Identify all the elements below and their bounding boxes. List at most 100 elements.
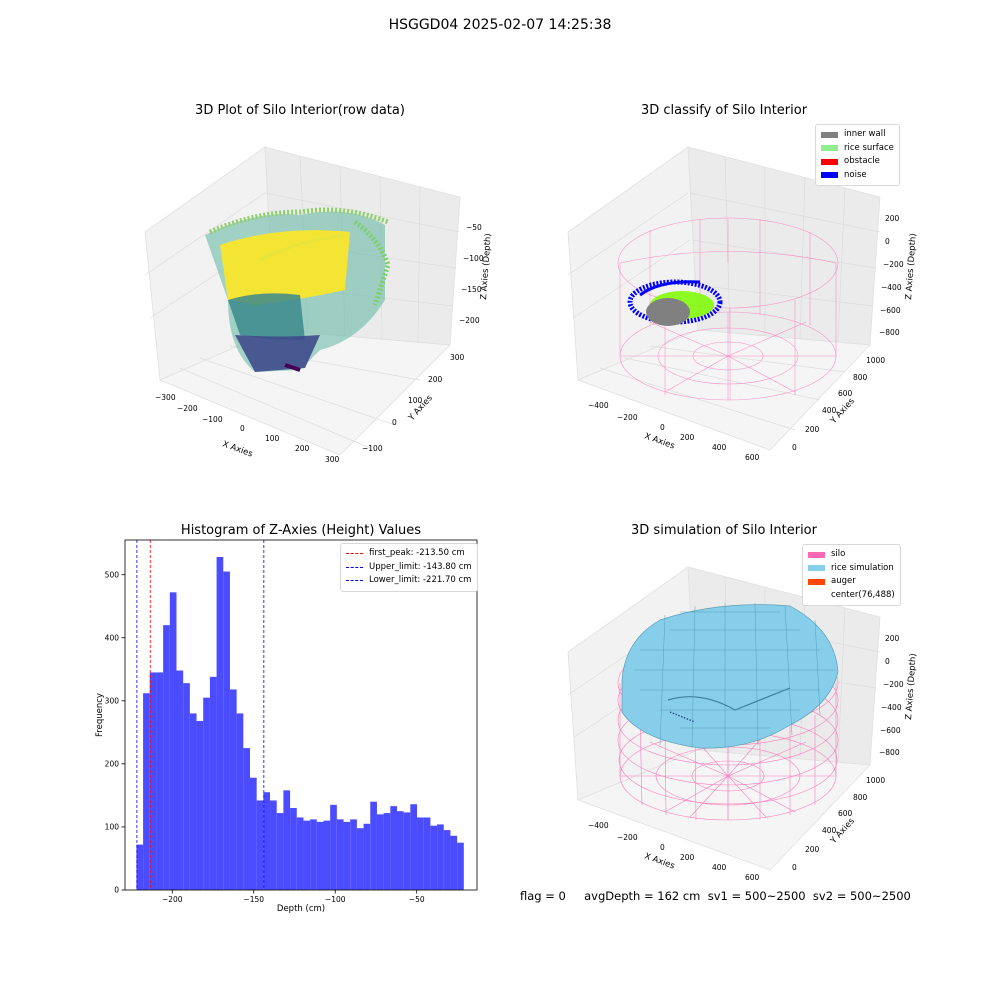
- classify-x-tick-label: −200: [617, 413, 638, 422]
- histogram-bar: [236, 713, 244, 890]
- obstacle-swatch: [821, 158, 838, 165]
- histogram-bar: [203, 697, 210, 890]
- legend-entry-upper-limit: Upper_limit: -143.80 cm: [346, 561, 472, 575]
- raw-x-tick-label: −200: [177, 404, 198, 413]
- histogram-bar: [363, 823, 371, 890]
- histogram-bar: [243, 748, 250, 890]
- raw-z-tick-label: −50: [466, 223, 482, 232]
- legend-label: noise: [844, 169, 867, 180]
- raw-y-tick-label: 100: [408, 396, 423, 405]
- classify-z-tick-label: −600: [880, 306, 901, 315]
- histogram-bar: [256, 800, 264, 890]
- histogram-bar: [249, 777, 257, 890]
- legend-label: rice surface: [844, 142, 894, 153]
- simulation-z-ticks: 200 0 −200 −400 −600 −800: [879, 634, 904, 757]
- classify-x-tick-label: −400: [588, 401, 609, 410]
- legend-entry-rice-surface: rice surface: [821, 142, 894, 156]
- simulation-x-tick-label: −400: [588, 821, 609, 830]
- histogram-bar: [196, 720, 204, 890]
- raw-y-tick-label: −100: [362, 444, 383, 453]
- raw-x-tick-label: 100: [265, 434, 280, 443]
- legend-label: rice simulation: [831, 562, 894, 573]
- classify-x-tick-label: 400: [712, 443, 727, 452]
- classify-x-ticks: −400 −200 0 200 400 600: [588, 401, 760, 462]
- histogram-bar: [296, 817, 304, 890]
- histogram-bar: [310, 819, 317, 890]
- histogram-bar: [176, 670, 184, 890]
- legend-entry-inner-wall: inner wall: [821, 128, 894, 142]
- simulation-y-tick-label: 600: [838, 809, 853, 818]
- legend-label: obstacle: [844, 156, 880, 166]
- raw-y-tick-label: 0: [392, 418, 397, 427]
- simulation-x-tick-label: 200: [680, 853, 695, 862]
- raw-y-tick-label: 300: [450, 353, 465, 362]
- histogram-threshold-lines: [136, 540, 265, 890]
- classify-z-tick-label: −400: [881, 283, 902, 292]
- legend-entry-silo: silo: [808, 548, 895, 562]
- raw-z-tick-label: −200: [459, 316, 480, 325]
- histogram-bar: [430, 825, 438, 890]
- histogram-bar: [376, 814, 384, 890]
- histogram-bar: [223, 571, 230, 890]
- raw-x-tick-label: 200: [295, 444, 310, 453]
- y-tick-label: 100: [105, 823, 120, 832]
- histogram-bar: [423, 817, 431, 890]
- histogram-bar: [410, 804, 418, 890]
- simulation-y-tick-label: 400: [822, 826, 837, 835]
- legend-entry-center: center(76,488): [808, 589, 895, 603]
- histogram-bar: [143, 693, 150, 890]
- simulation-z-tick-label: −200: [883, 680, 904, 689]
- histogram-bar: [169, 592, 177, 890]
- histogram-bar: [417, 817, 424, 890]
- legend-label: Lower_limit: -221.70 cm: [369, 575, 472, 585]
- raw-plot-title: 3D Plot of Silo Interior(row data): [195, 103, 405, 118]
- histogram-bar: [303, 820, 311, 890]
- histogram-bar: [270, 800, 277, 890]
- legend-entry-auger: auger: [808, 575, 895, 589]
- rice-simulation-swatch: [808, 565, 825, 572]
- raw-x-tick-label: −300: [155, 393, 176, 402]
- legend-label: silo: [831, 549, 846, 559]
- histogram-bar: [216, 557, 224, 890]
- classify-x-tick-label: 600: [745, 453, 760, 462]
- legend-entry-lower-limit: Lower_limit: -221.70 cm: [346, 574, 472, 588]
- classify-y-tick-label: 600: [838, 389, 853, 398]
- histogram-bar: [403, 812, 411, 890]
- histogram-bar: [316, 821, 324, 890]
- legend-label: Upper_limit: -143.80 cm: [369, 561, 472, 572]
- classify-y-tick-label: 400: [822, 406, 837, 415]
- y-tick-label: 500: [105, 570, 120, 579]
- classify-point-cloud: [627, 279, 723, 326]
- simulation-legend: silo rice simulation auger center(76,488…: [802, 544, 901, 606]
- classify-3d-axes-box: [567, 146, 881, 451]
- raw-x-tick-label: 300: [325, 455, 340, 464]
- legend-label: inner wall: [844, 129, 886, 139]
- simulation-x-tick-label: 400: [712, 863, 727, 872]
- histogram-bar: [323, 820, 331, 890]
- figure-suptitle: HSGGD04 2025-02-07 14:25:38: [388, 17, 612, 33]
- classify-y-ticks: 0 200 400 600 800 1000: [792, 356, 885, 452]
- histogram-bar: [229, 689, 237, 890]
- legend-entry-noise: noise: [821, 169, 894, 183]
- simulation-3d-axes-box: [567, 566, 881, 871]
- x-tick-label: −50: [409, 895, 425, 904]
- inner-wall-swatch: [821, 131, 838, 138]
- raw-z-ticks: −50 −100 −150 −200: [459, 223, 484, 325]
- simulation-y-tick-label: 800: [853, 793, 868, 802]
- classify-z-ticks: 200 0 −200 −400 −600 −800: [879, 214, 904, 337]
- histogram-y-ticks: 0 100 200 300 400 500: [105, 570, 125, 895]
- histogram-bar: [343, 821, 351, 890]
- simulation-z-tick-label: −800: [879, 748, 900, 757]
- lower-limit-line-swatch: [346, 580, 363, 582]
- raw-z-tick-label: −100: [463, 254, 484, 263]
- simulation-y-tick-label: 1000: [866, 776, 885, 785]
- histogram-bar: [350, 819, 357, 890]
- simulation-z-axis-label: Z Axies (Depth): [904, 653, 919, 720]
- rice-surface-swatch: [821, 145, 838, 152]
- simulation-plot-title: 3D simulation of Silo Interior: [631, 523, 817, 538]
- histogram-y-axis-label: Frequency: [95, 693, 105, 737]
- simulation-y-tick-label: 0: [792, 863, 797, 872]
- legend-label: auger: [831, 576, 856, 586]
- y-tick-label: 400: [105, 633, 120, 642]
- x-tick-label: −150: [243, 895, 264, 904]
